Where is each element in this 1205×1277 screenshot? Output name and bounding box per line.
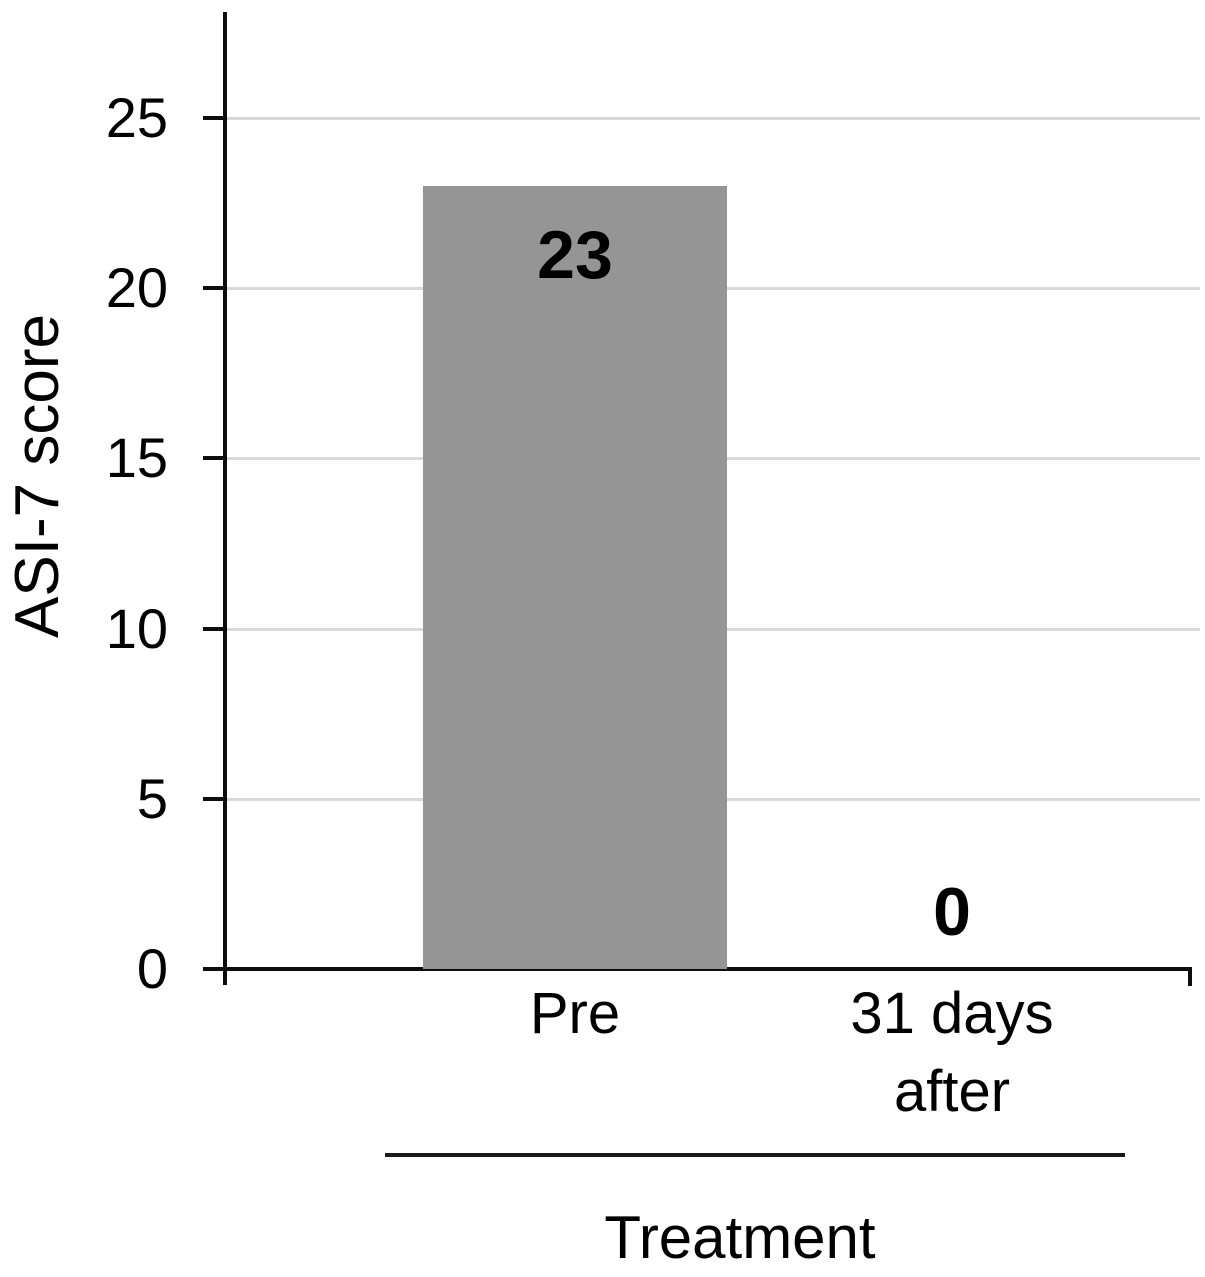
x-axis-title: Treatment: [604, 1204, 876, 1271]
y-axis-tick: [203, 796, 225, 801]
y-axis-tick-label: 5: [136, 766, 168, 830]
y-axis-tick: [203, 626, 225, 631]
x-axis-end-tick: [1188, 967, 1192, 986]
category-group-line: [385, 1153, 1125, 1157]
x-axis-line: [223, 967, 1192, 971]
y-axis-tick: [203, 456, 225, 461]
x-axis-category-label: Pre: [529, 981, 621, 1046]
y-axis-tick: [203, 967, 225, 971]
y-axis-tick-label: 0: [136, 937, 168, 1000]
y-axis-tick-label: 10: [105, 596, 168, 660]
y-axis-tick-label: 25: [105, 85, 168, 149]
gridline: [227, 116, 1200, 120]
y-axis-tick: [203, 286, 225, 290]
x-axis-category-label: 31 days after: [850, 981, 1054, 1124]
y-axis-line: [223, 12, 227, 985]
y-axis-tick: [203, 115, 225, 120]
y-axis-tick-label: 20: [105, 256, 168, 319]
bar: [423, 186, 727, 969]
data-label: 0: [933, 874, 971, 950]
y-axis-tick-label: 15: [105, 426, 168, 490]
data-label: 23: [537, 216, 613, 293]
